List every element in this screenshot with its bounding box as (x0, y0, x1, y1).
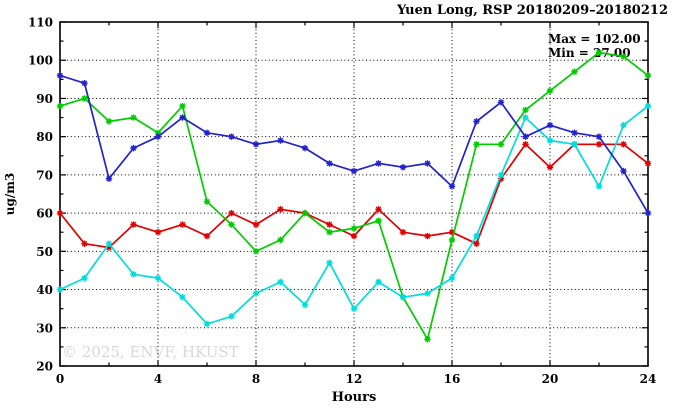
y-tick-label: 90 (36, 92, 53, 106)
series-cyan-markers (56, 102, 652, 328)
y-tick-label: 100 (28, 54, 53, 68)
x-tick-label: 24 (640, 372, 657, 386)
y-axis-label: ug/m3 (3, 173, 17, 216)
watermark: © 2025, ENVF, HKUST (62, 343, 239, 361)
series-green-markers (56, 49, 652, 343)
y-tick-label: 70 (36, 168, 53, 182)
y-tick-label: 50 (36, 245, 53, 259)
x-tick-label: 12 (346, 372, 363, 386)
series-cyan-line (59, 105, 649, 325)
y-tick-label: 40 (36, 283, 53, 297)
y-tick-label: 20 (36, 360, 53, 374)
y-tick-label: 60 (36, 207, 53, 221)
max-annotation: Max = 102.00 (548, 32, 641, 46)
y-tick-label: 30 (36, 321, 53, 335)
series-blue-line (59, 74, 649, 214)
chart-title: Yuen Long, RSP 20180209–20180212 (396, 3, 668, 18)
x-tick-label: 20 (542, 372, 559, 386)
plot-border (59, 21, 649, 367)
series-blue-markers (56, 72, 652, 217)
x-tick-label: 0 (56, 372, 64, 386)
x-tick-label: 8 (252, 372, 260, 386)
x-axis-label: Hours (332, 390, 377, 405)
min-annotation: Min = 27.00 (548, 46, 631, 60)
y-tick-label: 80 (36, 130, 53, 144)
x-tick-label: 16 (444, 372, 461, 386)
y-tick-label: 110 (28, 16, 53, 30)
x-tick-label: 4 (154, 372, 162, 386)
series-red-markers (56, 141, 652, 251)
